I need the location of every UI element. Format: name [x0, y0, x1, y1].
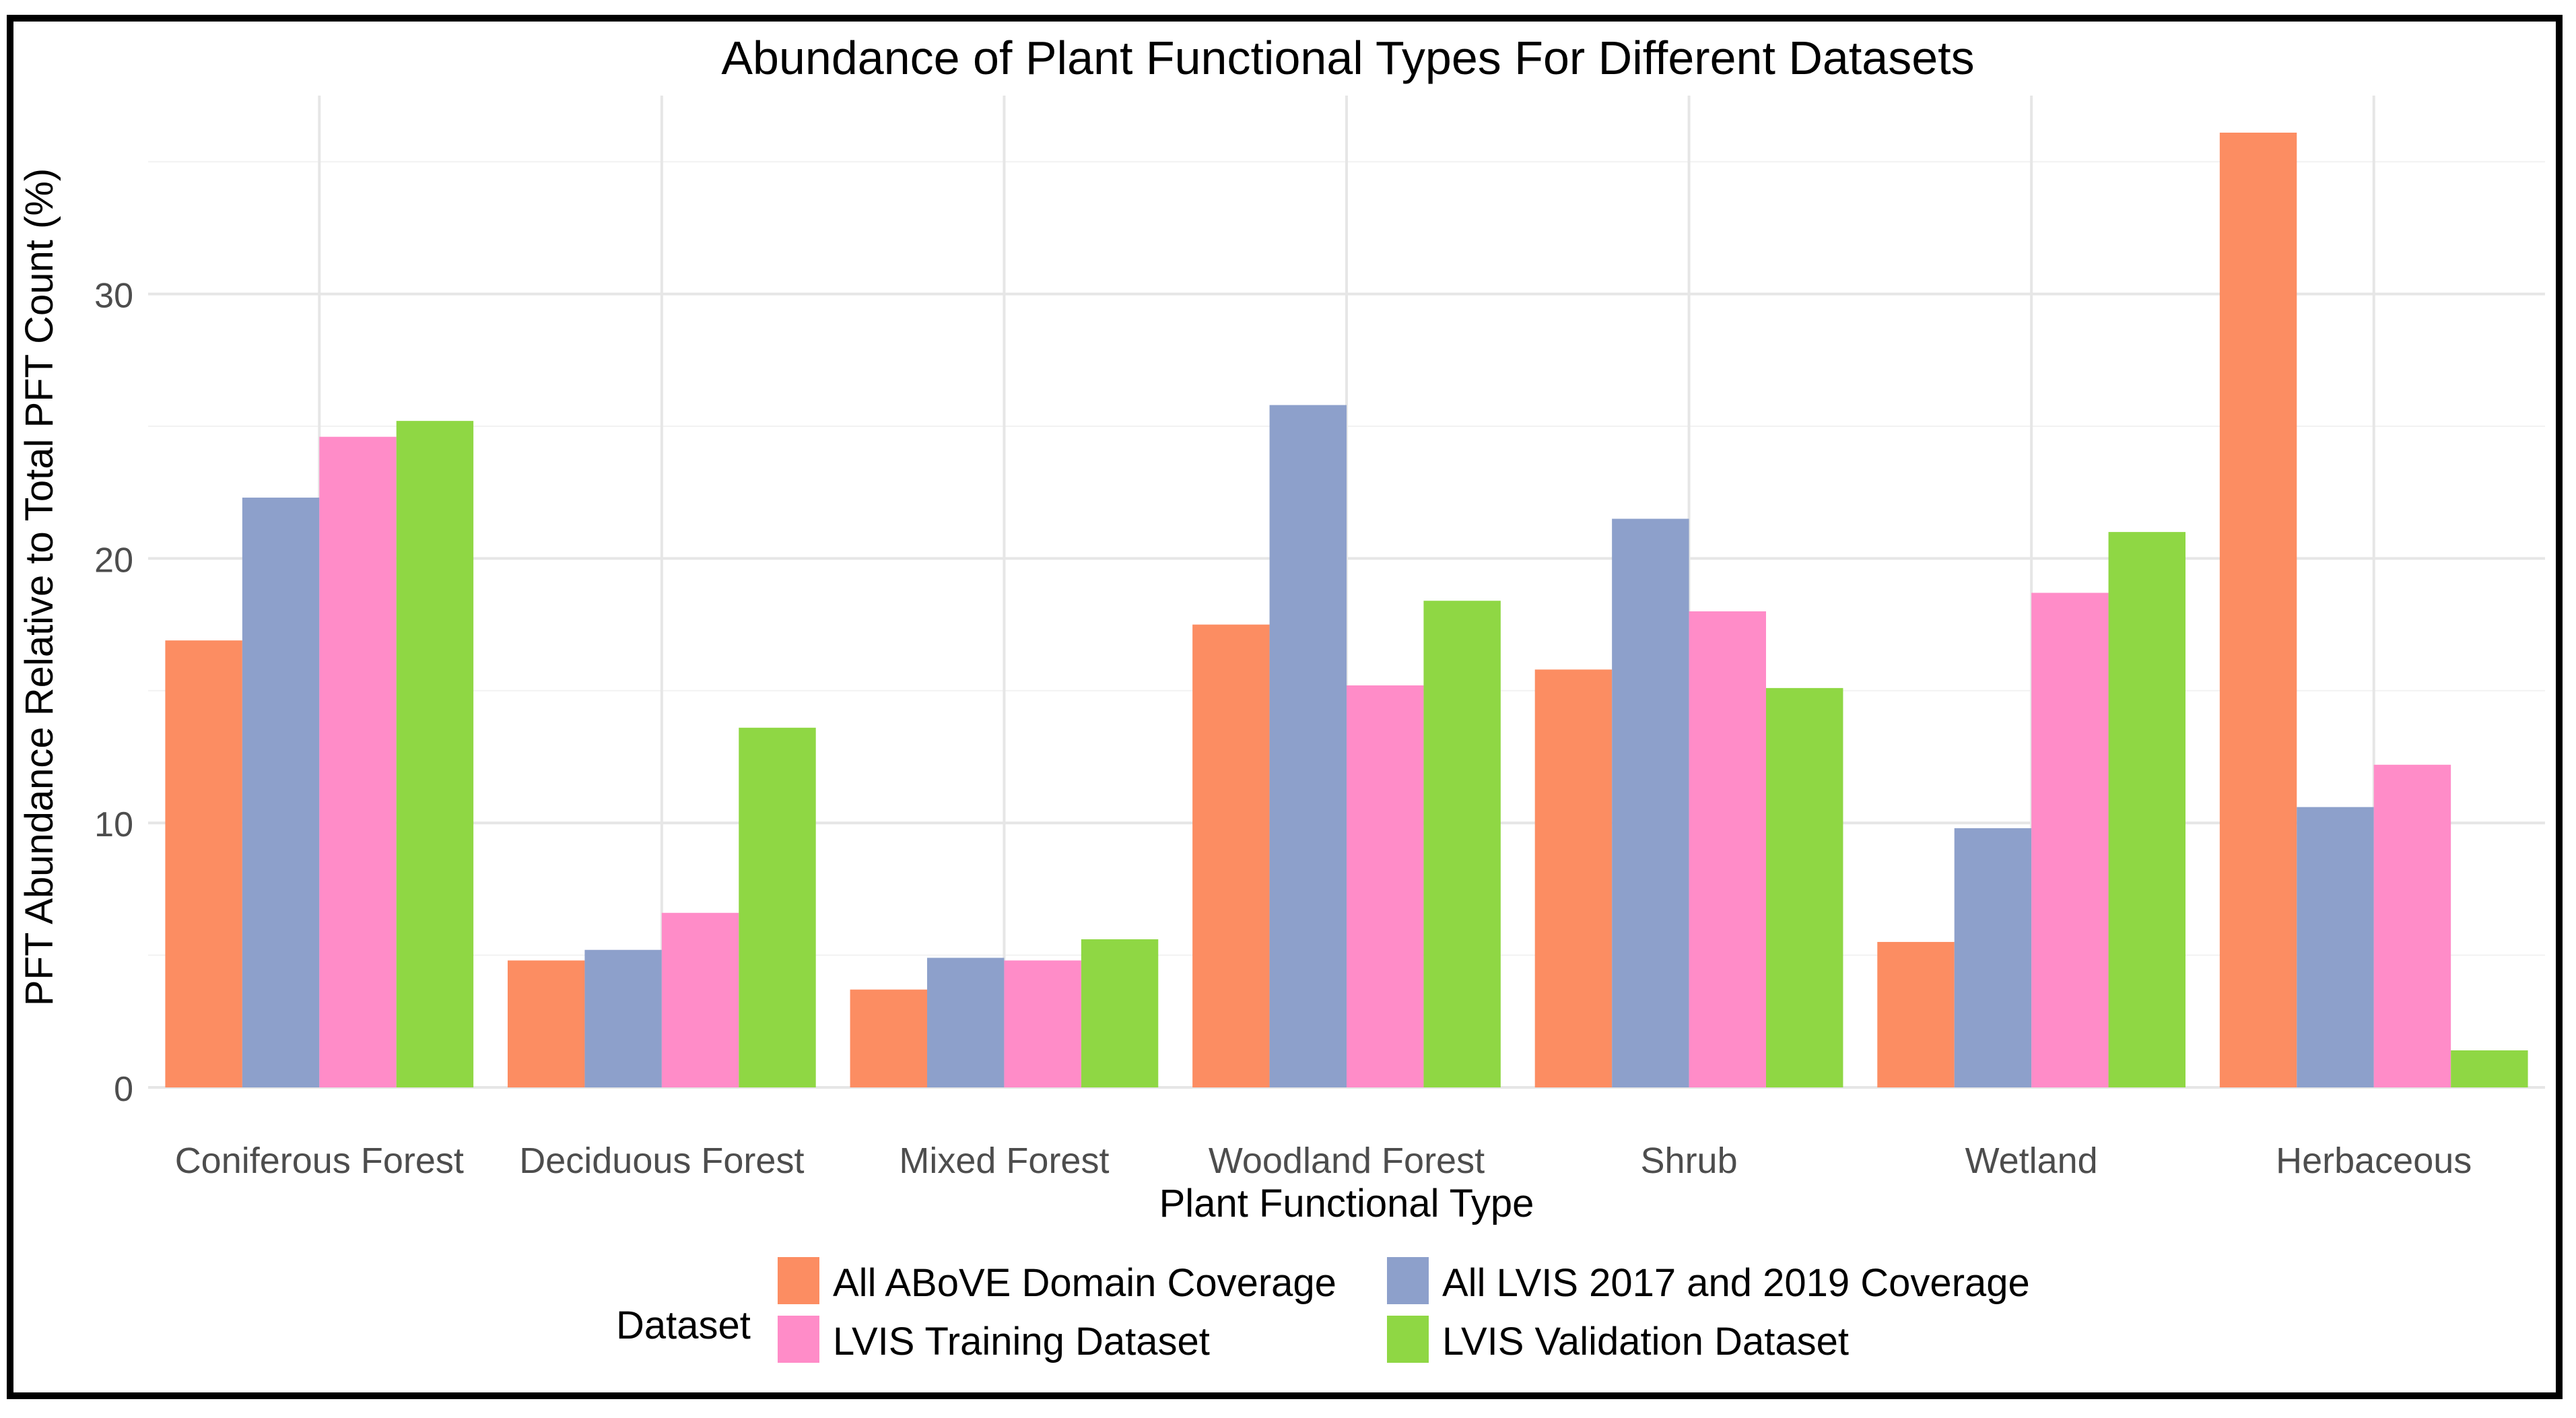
x-tick-label: Deciduous Forest	[519, 1141, 804, 1181]
legend: Dataset All ABoVE Domain Coverage All LVI…	[616, 1257, 2030, 1363]
legend-key	[778, 1316, 819, 1363]
bar	[319, 436, 397, 1087]
x-tick-label: Coniferous Forest	[175, 1141, 464, 1181]
bar	[2031, 593, 2109, 1087]
bar	[661, 912, 739, 1087]
bar	[1423, 601, 1501, 1087]
bar	[1612, 518, 1689, 1087]
bar	[508, 960, 585, 1087]
bar	[584, 949, 662, 1087]
x-tick-label: Mixed Forest	[899, 1141, 1109, 1181]
bar	[2373, 764, 2451, 1087]
bar	[1004, 960, 1081, 1087]
y-axis-ticks: 0 10 20 30	[94, 277, 133, 1109]
x-tick-label: Herbaceous	[2276, 1141, 2472, 1181]
x-tick-label: Woodland Forest	[1209, 1141, 1485, 1181]
bars-group	[165, 132, 2528, 1088]
bar	[1766, 687, 1843, 1087]
y-axis-label: PFT Abundance Relative to Total PFT Coun…	[18, 168, 61, 1006]
bar	[396, 421, 474, 1087]
legend-label: LVIS Validation Dataset	[1442, 1320, 1849, 1363]
chart-frame: 0 10 20 30 Coniferous Forest Deciduous Fores…	[7, 15, 2563, 1399]
bar	[1877, 941, 1955, 1087]
bar-chart: 0 10 20 30 Coniferous Forest Deciduous Fores…	[13, 22, 2556, 1392]
y-tick-label: 30	[94, 277, 133, 316]
chart-title: Abundance of Plant Functional Types For …	[721, 32, 1974, 84]
bar	[2108, 532, 2185, 1087]
bar	[850, 989, 927, 1087]
legend-title: Dataset	[616, 1304, 751, 1347]
bar	[1534, 669, 1613, 1087]
bar	[1192, 624, 1270, 1087]
bar	[1689, 611, 1766, 1087]
legend-label: All LVIS 2017 and 2019 Coverage	[1442, 1261, 2030, 1305]
bar	[1347, 685, 1424, 1087]
bar	[2219, 132, 2297, 1088]
bar	[1081, 939, 1159, 1087]
bar	[1954, 828, 2032, 1087]
bar	[1269, 405, 1347, 1087]
x-axis-label: Plant Functional Type	[1159, 1182, 1534, 1225]
bar	[739, 727, 816, 1087]
x-tick-label: Shrub	[1641, 1141, 1738, 1181]
bar	[927, 957, 1005, 1087]
legend-label: All ABoVE Domain Coverage	[833, 1261, 1336, 1305]
y-tick-label: 10	[94, 805, 133, 844]
legend-key	[778, 1257, 819, 1304]
legend-label: LVIS Training Dataset	[833, 1320, 1210, 1363]
bar	[242, 498, 320, 1087]
bar	[2297, 807, 2374, 1087]
bar	[165, 640, 242, 1087]
legend-key	[1387, 1257, 1429, 1304]
x-axis-ticks: Coniferous Forest Deciduous Forest Mixed F…	[175, 1141, 2472, 1181]
bar	[2451, 1050, 2528, 1087]
y-tick-label: 0	[114, 1070, 133, 1109]
legend-key	[1387, 1316, 1429, 1363]
x-tick-label: Wetland	[1965, 1141, 2098, 1181]
y-tick-label: 20	[94, 541, 133, 580]
